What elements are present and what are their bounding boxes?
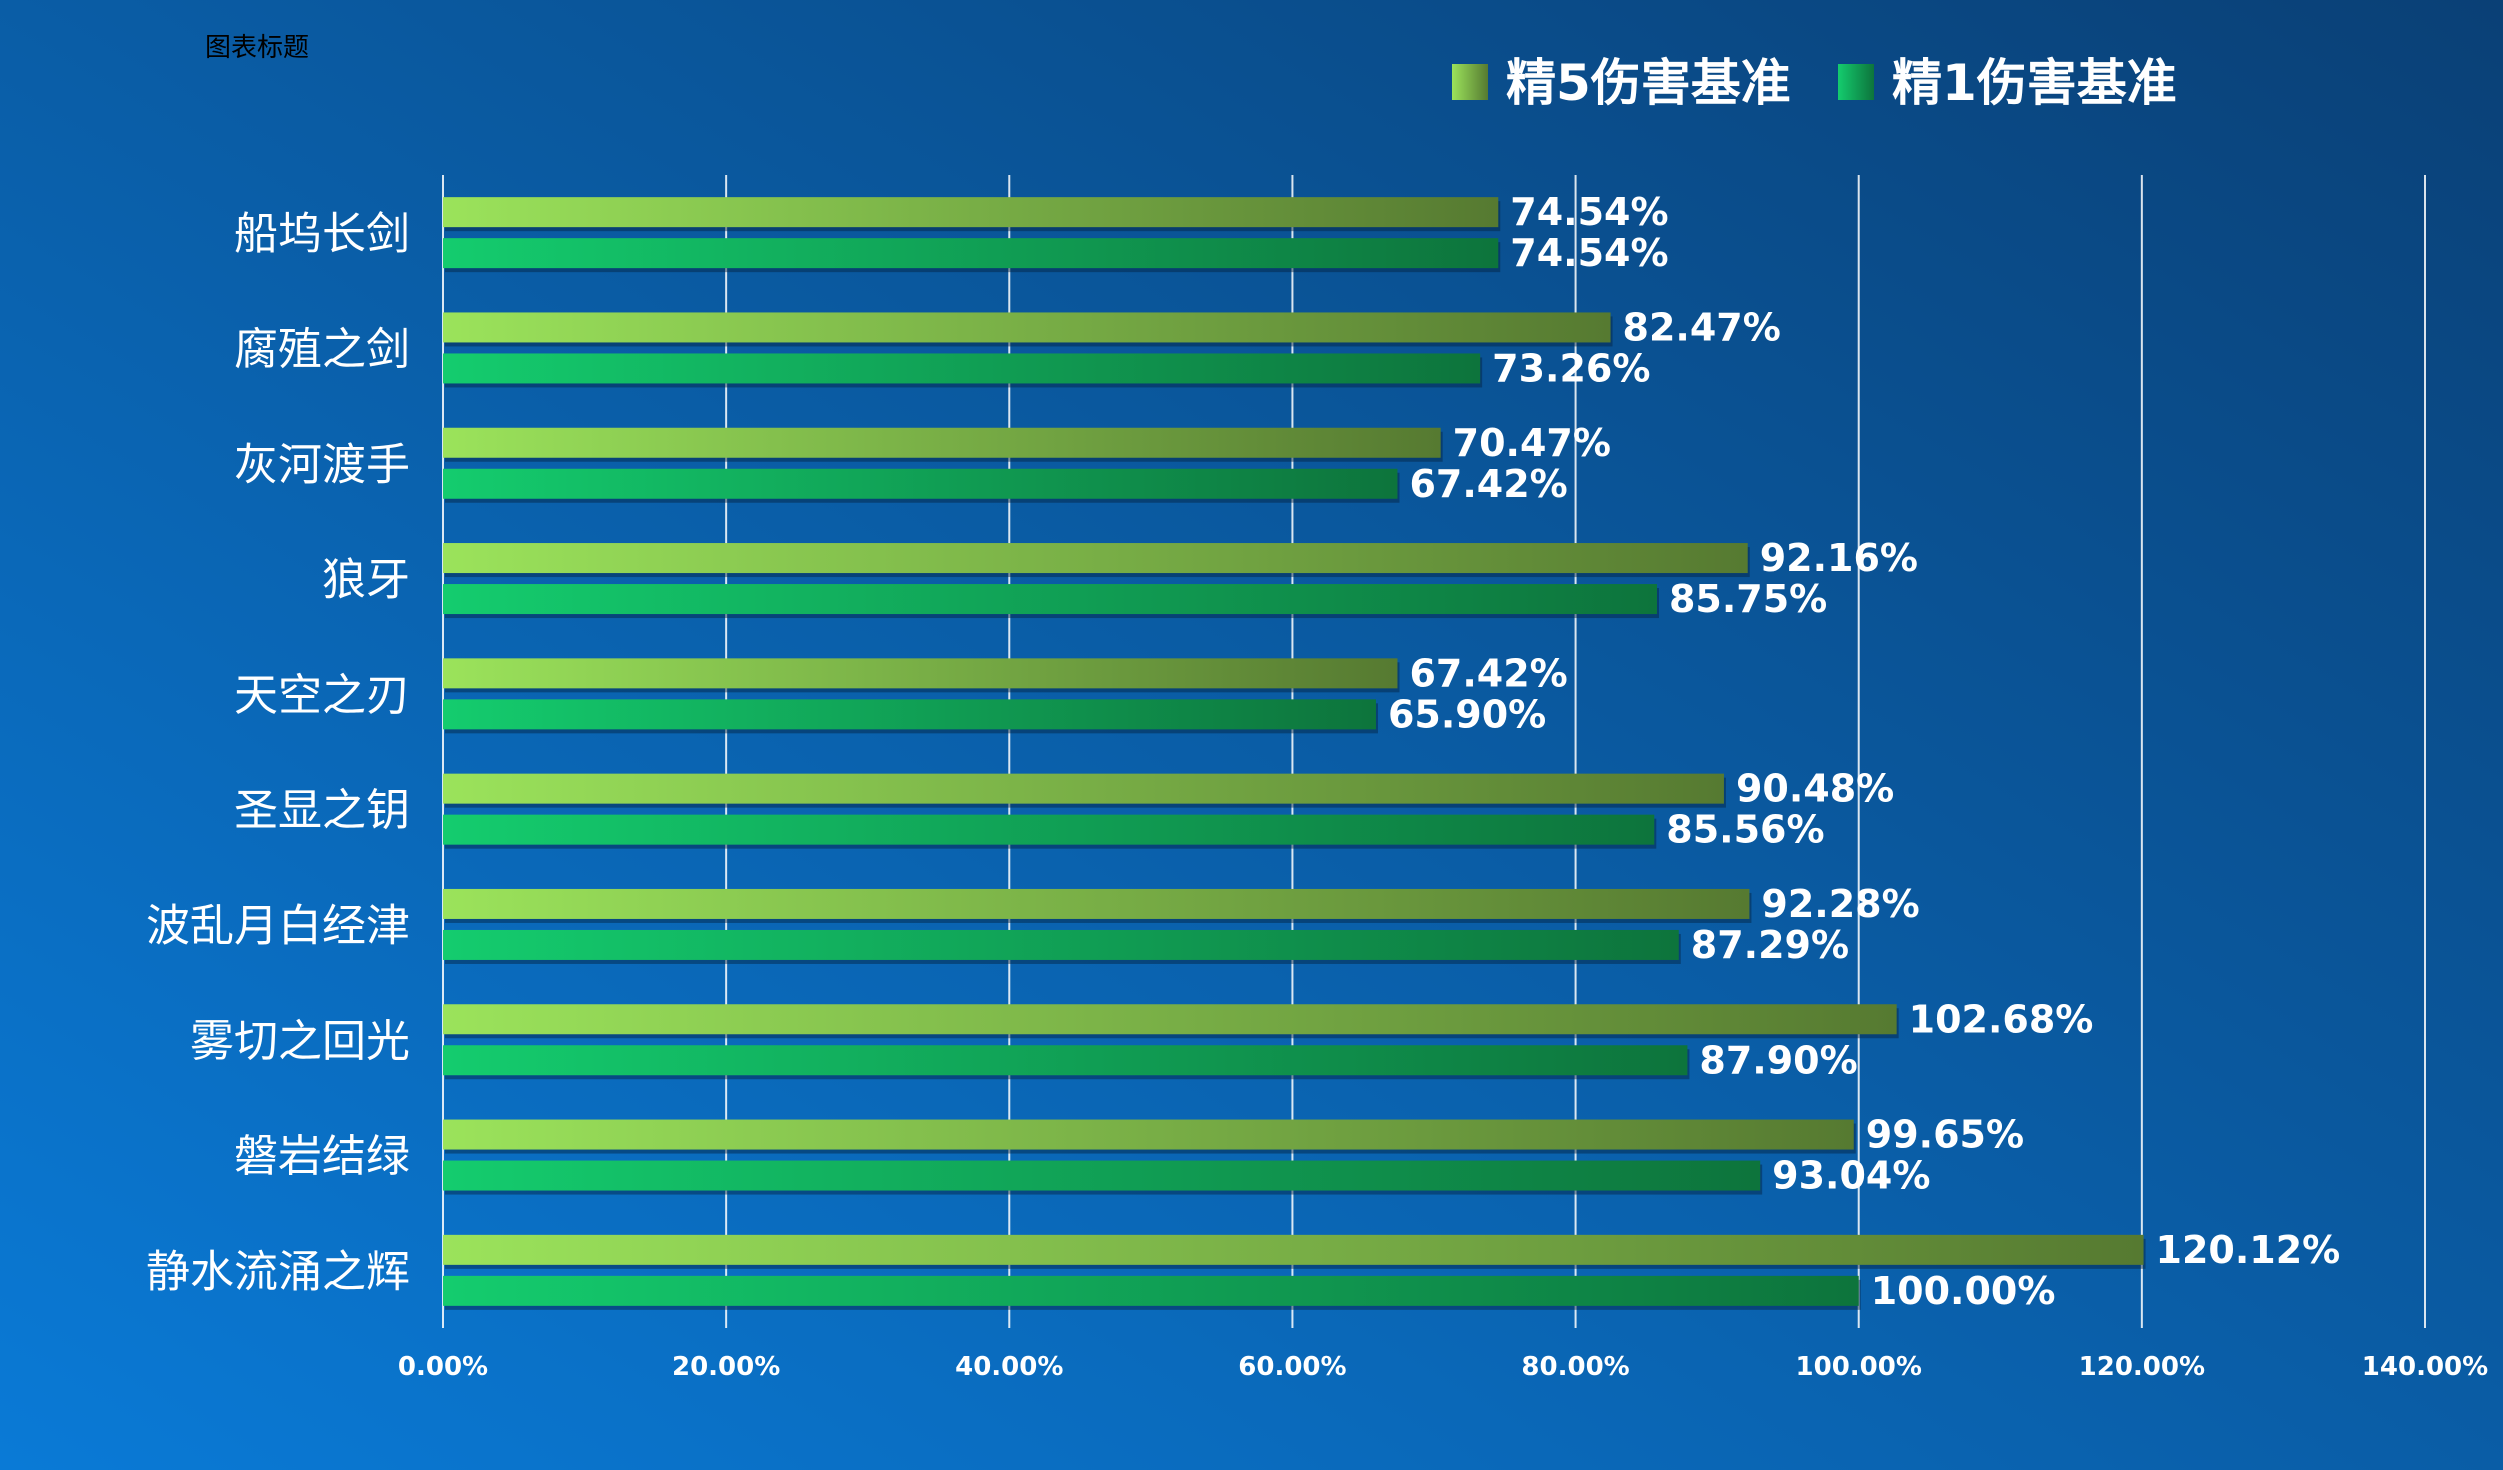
data-label-series-1: 102.68% xyxy=(1909,997,2094,1041)
legend: 精5伤害基准 精1伤害基准 xyxy=(1452,54,2177,112)
y-axis-categories: 船坞长剑腐殖之剑灰河渡手狼牙天空之刃圣显之钥波乱月白经津雾切之回光磐岩结绿静水流… xyxy=(146,209,410,1298)
bar-series-2 xyxy=(443,1045,1688,1076)
data-label-series-1: 90.48% xyxy=(1736,767,1894,811)
category-label: 腐殖之剑 xyxy=(234,324,410,375)
data-label-series-1: 92.28% xyxy=(1761,882,1919,926)
bar-series-2 xyxy=(443,238,1499,269)
bar-series-2 xyxy=(443,1160,1761,1191)
legend-label-series-2: 精1伤害基准 xyxy=(1892,54,2177,112)
category-label: 圣显之钥 xyxy=(234,785,410,836)
bar-series-2 xyxy=(443,584,1657,615)
category-label: 磐岩结绿 xyxy=(234,1131,410,1182)
x-tick-label: 120.00% xyxy=(2079,1352,2205,1382)
category-label: 雾切之回光 xyxy=(190,1016,410,1067)
bar-series-2 xyxy=(443,468,1398,499)
bar-series-1 xyxy=(443,773,1724,804)
data-label-series-2: 65.90% xyxy=(1388,692,1546,736)
data-label-series-2: 87.90% xyxy=(1699,1038,1857,1082)
legend-swatch-series-1 xyxy=(1452,64,1488,100)
bar-series-1 xyxy=(443,1004,1897,1035)
x-tick-label: 60.00% xyxy=(1238,1352,1346,1382)
bar-series-1 xyxy=(443,543,1748,574)
data-label-series-1: 74.54% xyxy=(1510,190,1668,234)
data-label-series-2: 100.00% xyxy=(1871,1269,2056,1313)
category-label: 灰河渡手 xyxy=(234,439,410,490)
bar-series-2 xyxy=(443,929,1679,960)
data-label-series-1: 120.12% xyxy=(2156,1228,2341,1272)
category-label: 狼牙 xyxy=(322,555,410,606)
x-tick-label: 80.00% xyxy=(1521,1352,1629,1382)
category-label: 波乱月白经津 xyxy=(146,900,410,951)
data-label-series-1: 99.65% xyxy=(1866,1113,2024,1157)
x-axis-ticks: 0.00% 20.00% 40.00% 60.00% 80.00% 100.00% 120.… xyxy=(398,1352,2488,1382)
bar-series-1 xyxy=(443,658,1398,689)
bar-series-1 xyxy=(443,1234,2144,1265)
legend-swatch-series-2 xyxy=(1838,64,1874,100)
bar-series-1 xyxy=(443,427,1441,458)
data-label-series-1: 70.47% xyxy=(1453,421,1611,465)
data-label-series-1: 82.47% xyxy=(1623,305,1781,349)
bar-series-2 xyxy=(443,1275,1859,1306)
data-label-series-2: 93.04% xyxy=(1772,1154,1930,1198)
data-label-series-1: 67.42% xyxy=(1409,651,1567,695)
data-label-series-2: 73.26% xyxy=(1492,346,1650,390)
bar-series-1 xyxy=(443,888,1750,919)
x-tick-label: 140.00% xyxy=(2362,1352,2488,1382)
bar-series-2 xyxy=(443,814,1655,845)
bar-series-2 xyxy=(443,699,1376,730)
legend-label-series-1: 精5伤害基准 xyxy=(1506,54,1791,112)
bar-series-1 xyxy=(443,197,1499,228)
bar-series-2 xyxy=(443,353,1481,384)
value-labels: 74.54%74.54%82.47%73.26%70.47%67.42%92.1… xyxy=(1388,190,2340,1313)
data-label-series-2: 87.29% xyxy=(1691,923,1849,967)
data-label-series-2: 74.54% xyxy=(1510,231,1668,275)
data-label-series-2: 85.75% xyxy=(1669,577,1827,621)
x-tick-label: 0.00% xyxy=(398,1352,488,1382)
category-label: 天空之刃 xyxy=(234,670,410,721)
category-label: 静水流涌之辉 xyxy=(146,1246,410,1297)
bar-series-1 xyxy=(443,312,1611,343)
category-label: 船坞长剑 xyxy=(234,209,410,260)
x-tick-label: 20.00% xyxy=(672,1352,780,1382)
bar-series-1 xyxy=(443,1119,1854,1150)
bars xyxy=(443,197,2146,1310)
x-tick-label: 40.00% xyxy=(955,1352,1063,1382)
data-label-series-2: 67.42% xyxy=(1409,462,1567,506)
data-label-series-2: 85.56% xyxy=(1666,808,1824,852)
chart-title: 图表标题 xyxy=(205,33,309,63)
data-label-series-1: 92.16% xyxy=(1760,536,1918,580)
x-tick-label: 100.00% xyxy=(1796,1352,1922,1382)
